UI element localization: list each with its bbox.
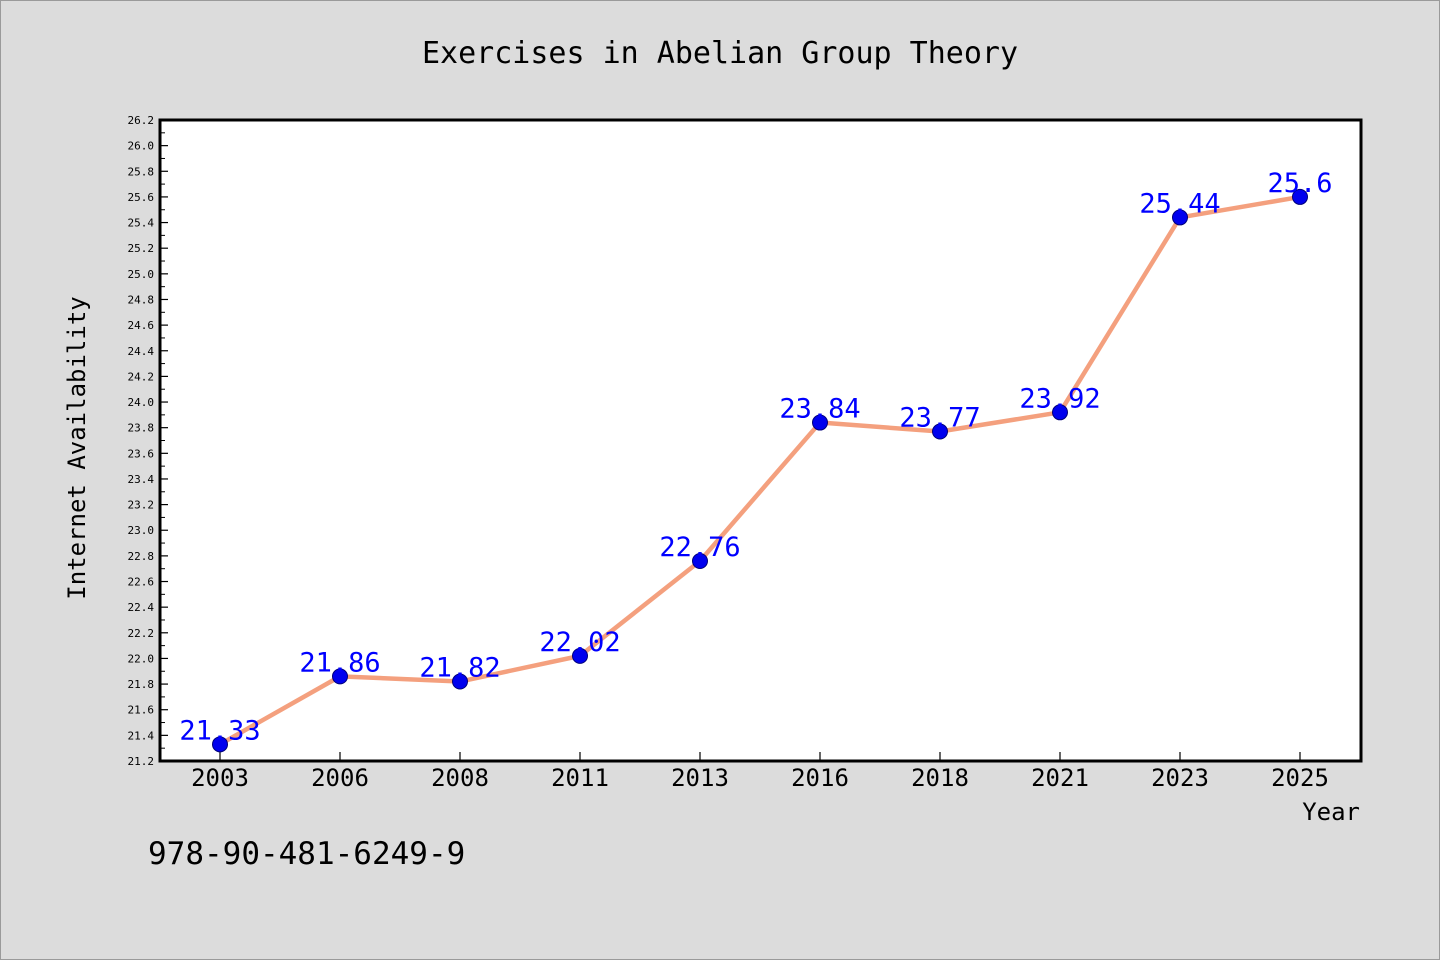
x-tick-label: 2003 [191,764,249,792]
y-tick-label: 23.4 [128,473,155,486]
data-label: 25.44 [1139,188,1220,219]
data-label: 22.76 [659,532,740,563]
data-point [812,414,828,431]
y-tick-label: 25.4 [128,217,155,230]
chart-title: Exercises in Abelian Group Theory [422,36,1018,71]
y-tick-label: 21.2 [128,755,155,768]
y-tick-label: 24.4 [128,345,155,358]
y-tick-label: 21.4 [128,729,155,742]
data-label: 25.6 [1267,168,1332,199]
y-tick-label: 22.6 [128,576,155,589]
y-tick-label: 22.0 [128,652,155,665]
y-axis-label: Internet Availability [63,296,91,599]
x-tick-label: 2013 [671,764,729,792]
x-tick-label: 2018 [911,764,969,792]
y-tick-label: 22.4 [128,601,155,614]
y-tick-label: 22.8 [128,550,155,563]
y-tick-label: 25.2 [128,242,155,255]
y-tick-label: 23.2 [128,499,155,512]
y-tick-label: 21.8 [128,678,155,691]
y-tick-label: 22.2 [128,627,155,640]
y-axis: 21.2 21.4 21.6 21.8 22.0 22.2 22.4 22.6 22.8 23.0… [128,114,168,768]
data-point [692,553,708,570]
y-tick-label: 23.6 [128,447,155,460]
footer-code: 978-90-481-6249-9 [148,836,465,872]
data-label: 23.77 [899,403,980,434]
x-tick-label: 2021 [1031,764,1089,792]
y-tick-label: 23.0 [128,524,155,537]
y-tick-label: 26.0 [128,140,155,153]
x-tick-label: 2016 [791,764,849,792]
data-point [452,673,468,690]
x-tick-label: 2025 [1271,764,1329,792]
plot-area [158,118,1363,763]
x-tick-label: 2006 [311,764,369,792]
y-tick-label: 24.2 [128,370,155,383]
x-tick-label: 2023 [1151,764,1209,792]
data-point [332,668,348,685]
data-label: 21.86 [299,647,380,678]
x-tick-label: 2011 [551,764,609,792]
data-label: 23.92 [1019,383,1100,414]
data-point [1172,209,1188,226]
x-axis-label: Year [1302,798,1360,826]
data-label: 23.84 [779,394,860,425]
y-tick-label: 24.6 [128,319,155,332]
y-tick-label: 26.2 [128,114,155,127]
data-point [932,423,948,440]
data-label: 21.82 [419,653,500,684]
y-tick-label: 21.6 [128,704,155,717]
data-point [1292,188,1308,205]
y-tick-label: 23.8 [128,422,155,435]
data-label: 22.02 [539,627,620,658]
series-layer: 21.33 21.86 21.82 22.02 22.76 23.84 23.77 23.92… [179,168,1333,753]
y-tick-label: 25.8 [128,165,155,178]
data-label: 21.33 [179,715,260,746]
series-line [217,194,1303,747]
data-point [212,736,228,753]
x-tick-label: 2008 [431,764,489,792]
y-tick-label: 25.6 [128,191,155,204]
data-point [1052,404,1068,421]
y-tick-label: 24.0 [128,396,155,409]
y-tick-label: 24.8 [128,293,155,306]
y-tick-label: 25.0 [128,268,155,281]
x-axis: 2003 2006 2008 2011 2013 2016 2018 2021 2023 2025 [191,752,1329,792]
data-point [572,647,588,664]
